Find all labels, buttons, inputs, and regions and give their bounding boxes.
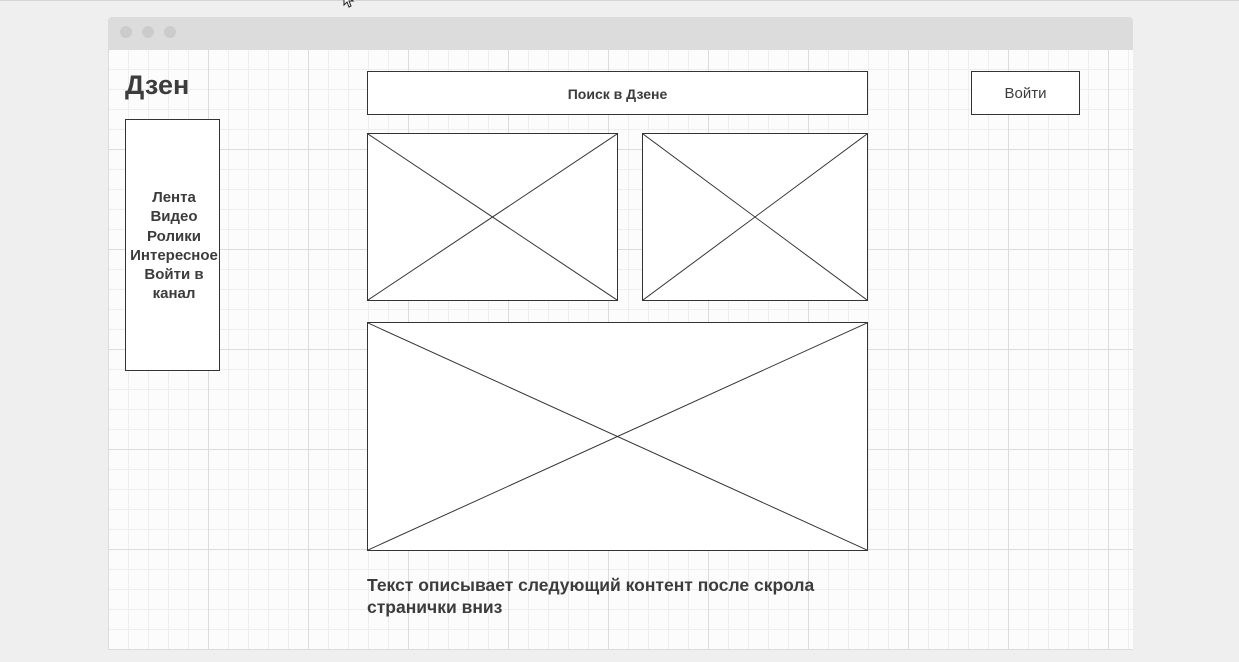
image-placeholder-right[interactable] — [642, 133, 868, 301]
image-placeholder-left[interactable] — [367, 133, 618, 301]
caption-line-2: странички вниз — [367, 597, 503, 617]
sidebar-item-interesting[interactable]: Интересное — [130, 246, 218, 264]
window-close-dot[interactable] — [120, 26, 132, 38]
sidebar-menu-box: Лента Видео Ролики Интересное Войти в ка… — [125, 119, 220, 371]
content-caption: Текст описывает следующий контент после … — [367, 574, 887, 618]
window-minimize-dot[interactable] — [142, 26, 154, 38]
image-placeholder-icon — [368, 134, 617, 300]
login-button[interactable]: Войти — [971, 71, 1080, 115]
mouse-cursor-icon — [343, 0, 355, 8]
image-placeholder-icon — [643, 134, 867, 300]
caption-line-1: Текст описывает следующий контент после … — [367, 575, 815, 595]
sidebar-item-clips[interactable]: Ролики — [147, 227, 201, 245]
image-placeholder-large[interactable] — [367, 322, 868, 551]
screen-top-edge — [0, 0, 1239, 1]
login-button-label: Войти — [1004, 84, 1047, 102]
sidebar-item-channel-login-line2[interactable]: канал — [152, 285, 196, 303]
search-input[interactable]: Поиск в Дзене — [367, 71, 868, 115]
sidebar-item-video[interactable]: Видео — [150, 208, 198, 226]
search-label: Поиск в Дзене — [567, 86, 668, 102]
sidebar-item-channel-login-line1[interactable]: Войти в — [144, 266, 204, 284]
sidebar-menu: Лента Видео Ролики Интересное Войти в ка… — [126, 188, 222, 304]
image-placeholder-icon — [368, 323, 867, 550]
window-maximize-dot[interactable] — [164, 26, 176, 38]
window-titlebar — [108, 17, 1133, 49]
sidebar-item-feed[interactable]: Лента — [152, 189, 196, 206]
logo[interactable]: Дзен — [125, 70, 190, 100]
